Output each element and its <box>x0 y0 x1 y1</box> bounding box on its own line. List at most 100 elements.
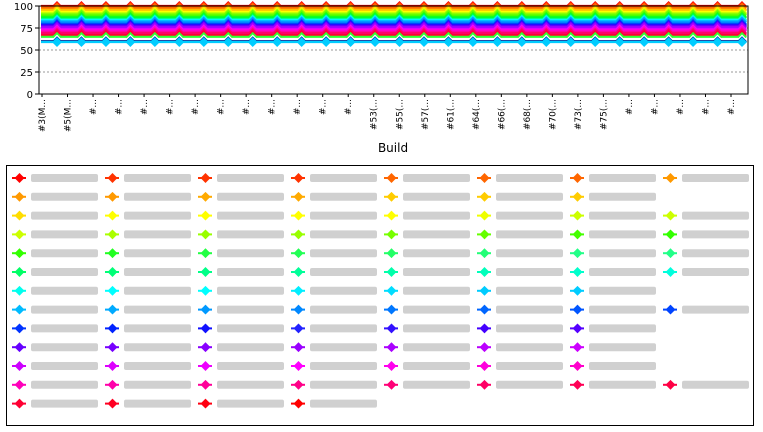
legend-label-blurred <box>217 343 284 352</box>
legend-entry-4-2 <box>198 248 284 259</box>
legend-label-blurred <box>589 380 656 389</box>
legend-swatch-marker <box>200 304 211 315</box>
legend-entry-6-6 <box>570 285 656 296</box>
legend-swatch-marker <box>479 191 490 202</box>
legend-entry-4-0 <box>12 248 98 259</box>
legend-swatch-marker <box>14 323 25 334</box>
legend-label-blurred <box>496 230 563 239</box>
legend-entry-10-0 <box>12 361 98 371</box>
legend-entry-9-3 <box>291 342 377 353</box>
legend-entry-5-2 <box>198 267 284 277</box>
legend-label-blurred <box>124 230 191 239</box>
legend-entry-8-6 <box>570 323 656 334</box>
legend-entry-2-1 <box>105 210 191 221</box>
series-29-point-23 <box>614 37 625 48</box>
legend-swatch-marker <box>14 304 25 315</box>
legend-swatch-marker <box>107 210 118 221</box>
legend-swatch-marker <box>572 361 583 371</box>
legend-entry-2-6 <box>570 210 656 221</box>
legend-entry-9-2 <box>198 342 284 353</box>
legend-label-blurred <box>31 211 98 220</box>
legend-label-blurred <box>496 211 563 220</box>
legend-swatch-marker <box>293 229 304 240</box>
legend-label-blurred <box>31 343 98 352</box>
legend-entry-4-5 <box>477 248 563 259</box>
legend-entry-1-2 <box>198 191 284 202</box>
legend-entry-0-7 <box>663 173 749 183</box>
legend-swatch-marker <box>107 323 118 334</box>
legend-swatch-marker <box>107 379 118 390</box>
legend-swatch-marker <box>572 267 583 277</box>
legend-label-blurred <box>682 230 749 239</box>
legend-swatch-marker <box>293 248 304 259</box>
series-29-point-24 <box>639 37 650 48</box>
legend-swatch-marker <box>14 191 25 202</box>
legend-entry-7-3 <box>291 304 377 315</box>
legend-entry-7-4 <box>384 304 470 315</box>
legend-entry-1-6 <box>570 191 656 202</box>
legend-swatch-marker <box>107 285 118 296</box>
legend-entry-1-3 <box>291 191 377 202</box>
legend-swatch-marker <box>293 304 304 315</box>
legend-entries <box>12 173 749 409</box>
legend-entry-0-3 <box>291 173 377 183</box>
legend-label-blurred <box>310 399 377 408</box>
legend-entry-5-6 <box>570 267 656 277</box>
legend-swatch-marker <box>572 304 583 315</box>
legend-entry-1-5 <box>477 191 563 202</box>
legend-entry-11-7 <box>663 379 749 390</box>
legend-swatch-marker <box>572 323 583 334</box>
legend-swatch-marker <box>386 342 397 353</box>
x-tick-label-0: #3(M... <box>38 99 48 132</box>
legend-swatch-marker <box>200 323 211 334</box>
legend-entry-9-0 <box>12 342 98 353</box>
legend-label-blurred <box>217 249 284 258</box>
legend-entry-6-5 <box>477 285 563 296</box>
legend-entry-9-1 <box>105 342 191 353</box>
legend-label-blurred <box>589 174 656 182</box>
legend-swatch-marker <box>665 229 676 240</box>
legend-label-blurred <box>589 192 656 201</box>
legend-entry-10-3 <box>291 361 377 371</box>
x-tick-label-16: #61(... <box>446 99 456 130</box>
legend-entry-11-1 <box>105 379 191 390</box>
legend-entry-1-0 <box>12 191 98 202</box>
legend-label-blurred <box>682 174 749 182</box>
legend-swatch-marker <box>200 229 211 240</box>
legend-label-blurred <box>124 399 191 408</box>
legend-swatch-marker <box>386 267 397 277</box>
legend-entry-11-6 <box>570 379 656 390</box>
x-tick-label-2: #... <box>89 99 99 115</box>
legend-swatch-marker <box>386 173 397 183</box>
legend-swatch-marker <box>200 248 211 259</box>
legend-entry-4-4 <box>384 248 470 259</box>
legend-swatch-marker <box>479 210 490 221</box>
legend-label-blurred <box>496 362 563 370</box>
legend-swatch-marker <box>572 210 583 221</box>
legend-swatch-marker <box>293 323 304 334</box>
legend-swatch-marker <box>572 229 583 240</box>
legend-swatch-marker <box>386 379 397 390</box>
legend-swatch-marker <box>200 173 211 183</box>
legend-label-blurred <box>310 192 377 201</box>
legend-entry-3-0 <box>12 229 98 240</box>
legend-label-blurred <box>217 399 284 408</box>
legend-swatch-marker <box>200 398 211 409</box>
legend-swatch-marker <box>572 342 583 353</box>
legend-label-blurred <box>403 305 470 314</box>
legend-label-blurred <box>496 249 563 258</box>
legend-entry-3-2 <box>198 229 284 240</box>
legend-swatch-marker <box>293 173 304 183</box>
legend-label-blurred <box>217 362 284 370</box>
x-tick-label-5: #... <box>166 99 176 115</box>
legend-swatch-marker <box>293 398 304 409</box>
legend-entry-11-5 <box>477 379 563 390</box>
series-29-point-19 <box>516 37 527 48</box>
legend-label-blurred <box>682 305 749 314</box>
legend-entry-7-2 <box>198 304 284 315</box>
legend-label-blurred <box>310 174 377 182</box>
legend-label-blurred <box>496 192 563 201</box>
legend-label-blurred <box>124 211 191 220</box>
x-tick-label-19: #68(... <box>523 99 533 130</box>
legend-swatch-marker <box>479 267 490 277</box>
